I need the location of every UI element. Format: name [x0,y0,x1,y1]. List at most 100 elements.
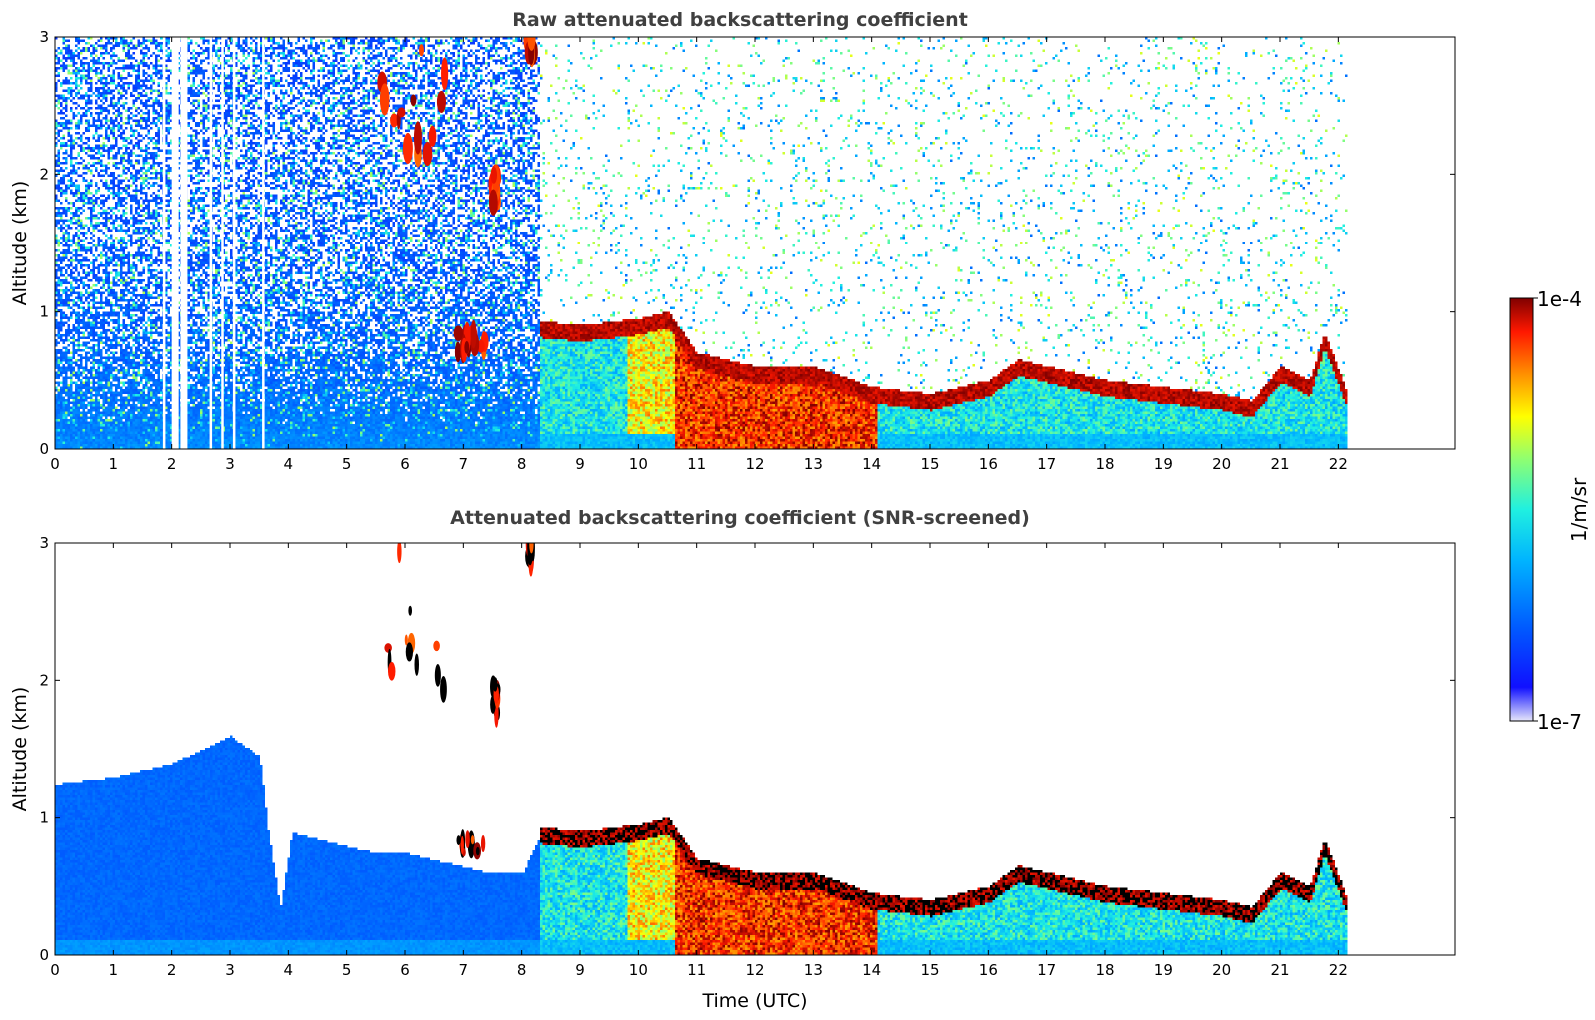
missing-data-gap [180,37,188,449]
cloud-layer-mark [397,107,406,118]
missing-data-gap [174,37,178,449]
backscatter-heatmap [55,543,1455,955]
x-tick-label: 5 [342,455,352,473]
x-tick-label: 2 [167,961,177,979]
x-tick-label: 3 [225,961,235,979]
cloud-layer-mark [414,653,420,676]
x-tick-label: 1 [109,455,119,473]
plot-area [55,543,1455,955]
x-tick-label: 11 [687,961,706,979]
x-tick-label: 7 [459,961,469,979]
x-tick-label: 12 [745,455,764,473]
y-axis-label: Altitude (km) [9,181,31,306]
cloud-layer-mark [397,543,402,564]
colorbar: 1e-4 1e-7 1/m/sr [1509,287,1591,734]
cloud-layer-mark [410,94,417,107]
colorbar-gradient [1509,297,1534,722]
x-tick-label: 11 [687,455,706,473]
x-tick-label: 4 [284,455,294,473]
cloud-layer-mark [454,341,462,363]
cloud-layer-mark [436,90,446,113]
x-tick-label: 15 [920,455,939,473]
x-tick-label: 8 [517,455,527,473]
colorbar-max-label: 1e-4 [1537,287,1582,311]
x-axis-label: Time (UTC) [701,990,807,1012]
cloud-layer-mark [408,605,413,616]
y-axis-ticks: 0 1 2 3 [39,534,1455,964]
cloud-layer-mark [433,640,440,652]
cloud-layer-mark [488,189,498,216]
cloud-layer-mark [441,57,449,91]
colorbar-min-label: 1e-7 [1537,710,1582,734]
x-tick-label: 16 [979,455,998,473]
x-tick-label: 17 [1037,455,1056,473]
y-axis-label: Altitude (km) [9,687,31,812]
y-tick-label: 1 [39,809,49,827]
raw-backscatter-panel: Raw attenuated backscattering coefficien… [9,9,1456,473]
cloud-layer-mark [453,325,463,341]
cloud-layer-mark [413,121,422,155]
x-tick-label: 13 [804,961,823,979]
x-axis-ticks: 0 1 2 3 4 5 6 7 8 9 10 11 12 13 14 15 16 17 18 19 20 21 22 [50,37,1348,473]
snr-screened-panel: Attenuated backscattering coefficient (S… [9,507,1456,1012]
x-tick-label: 10 [629,455,648,473]
x-tick-label: 20 [1212,961,1231,979]
cloud-layer-mark [464,340,470,354]
x-tick-label: 6 [400,961,410,979]
x-tick-label: 21 [1270,961,1289,979]
y-tick-label: 3 [39,28,49,46]
cloud-layer-mark [480,835,486,853]
x-tick-label: 14 [862,961,881,979]
y-tick-label: 2 [39,671,49,689]
cloud-layer-mark [388,661,396,681]
x-tick-label: 17 [1037,961,1056,979]
x-tick-label: 22 [1329,455,1348,473]
x-tick-label: 18 [1095,455,1114,473]
cloud-layer-mark [390,113,399,128]
panel-title: Raw attenuated backscattering coefficien… [512,9,968,31]
x-tick-label: 15 [920,961,939,979]
cloud-layer-mark [527,37,536,51]
cloud-layer-mark [422,141,433,167]
missing-data-gap [221,37,224,449]
x-tick-label: 16 [979,961,998,979]
x-tick-label: 6 [400,455,410,473]
y-tick-label: 0 [39,440,49,458]
cloud-layer-mark [470,319,477,349]
x-tick-label: 19 [1154,961,1173,979]
cloud-layer-mark [440,675,447,703]
x-tick-label: 7 [459,455,469,473]
x-tick-label: 4 [284,961,294,979]
plot-area [55,37,1455,449]
x-tick-label: 9 [575,961,585,979]
cloud-layer-mark [465,830,470,848]
x-tick-label: 0 [50,961,60,979]
cloud-layer-mark [384,643,392,653]
x-tick-label: 10 [629,961,648,979]
panel-title: Attenuated backscattering coefficient (S… [450,507,1030,529]
backscatter-heatmap [55,37,1455,449]
x-tick-label: 19 [1154,455,1173,473]
cloud-layer-mark [434,663,441,687]
cloud-layer-mark [379,83,390,116]
x-tick-label: 22 [1329,961,1348,979]
cloud-layer-mark [529,543,534,554]
cloud-layer-mark [402,132,413,165]
cloud-layer-mark [492,677,498,692]
cloud-layer-mark [456,835,461,846]
missing-data-gap [262,37,265,449]
cloud-layer-mark [428,125,437,147]
cloud-layer-mark [404,634,408,646]
x-tick-label: 1 [109,961,119,979]
missing-data-gap [209,37,213,449]
x-tick-label: 8 [517,961,527,979]
x-tick-label: 20 [1212,455,1231,473]
cloud-layer-mark [460,835,464,855]
x-tick-label: 5 [342,961,352,979]
x-tick-label: 21 [1270,455,1289,473]
y-tick-label: 0 [39,946,49,964]
cloud-layer-mark [418,44,424,57]
x-tick-label: 18 [1095,961,1114,979]
x-axis-ticks: 0 1 2 3 4 5 6 7 8 9 10 11 12 13 14 15 16 17 18 19 20 21 22 [50,543,1348,979]
cloud-layer-mark [405,642,414,662]
